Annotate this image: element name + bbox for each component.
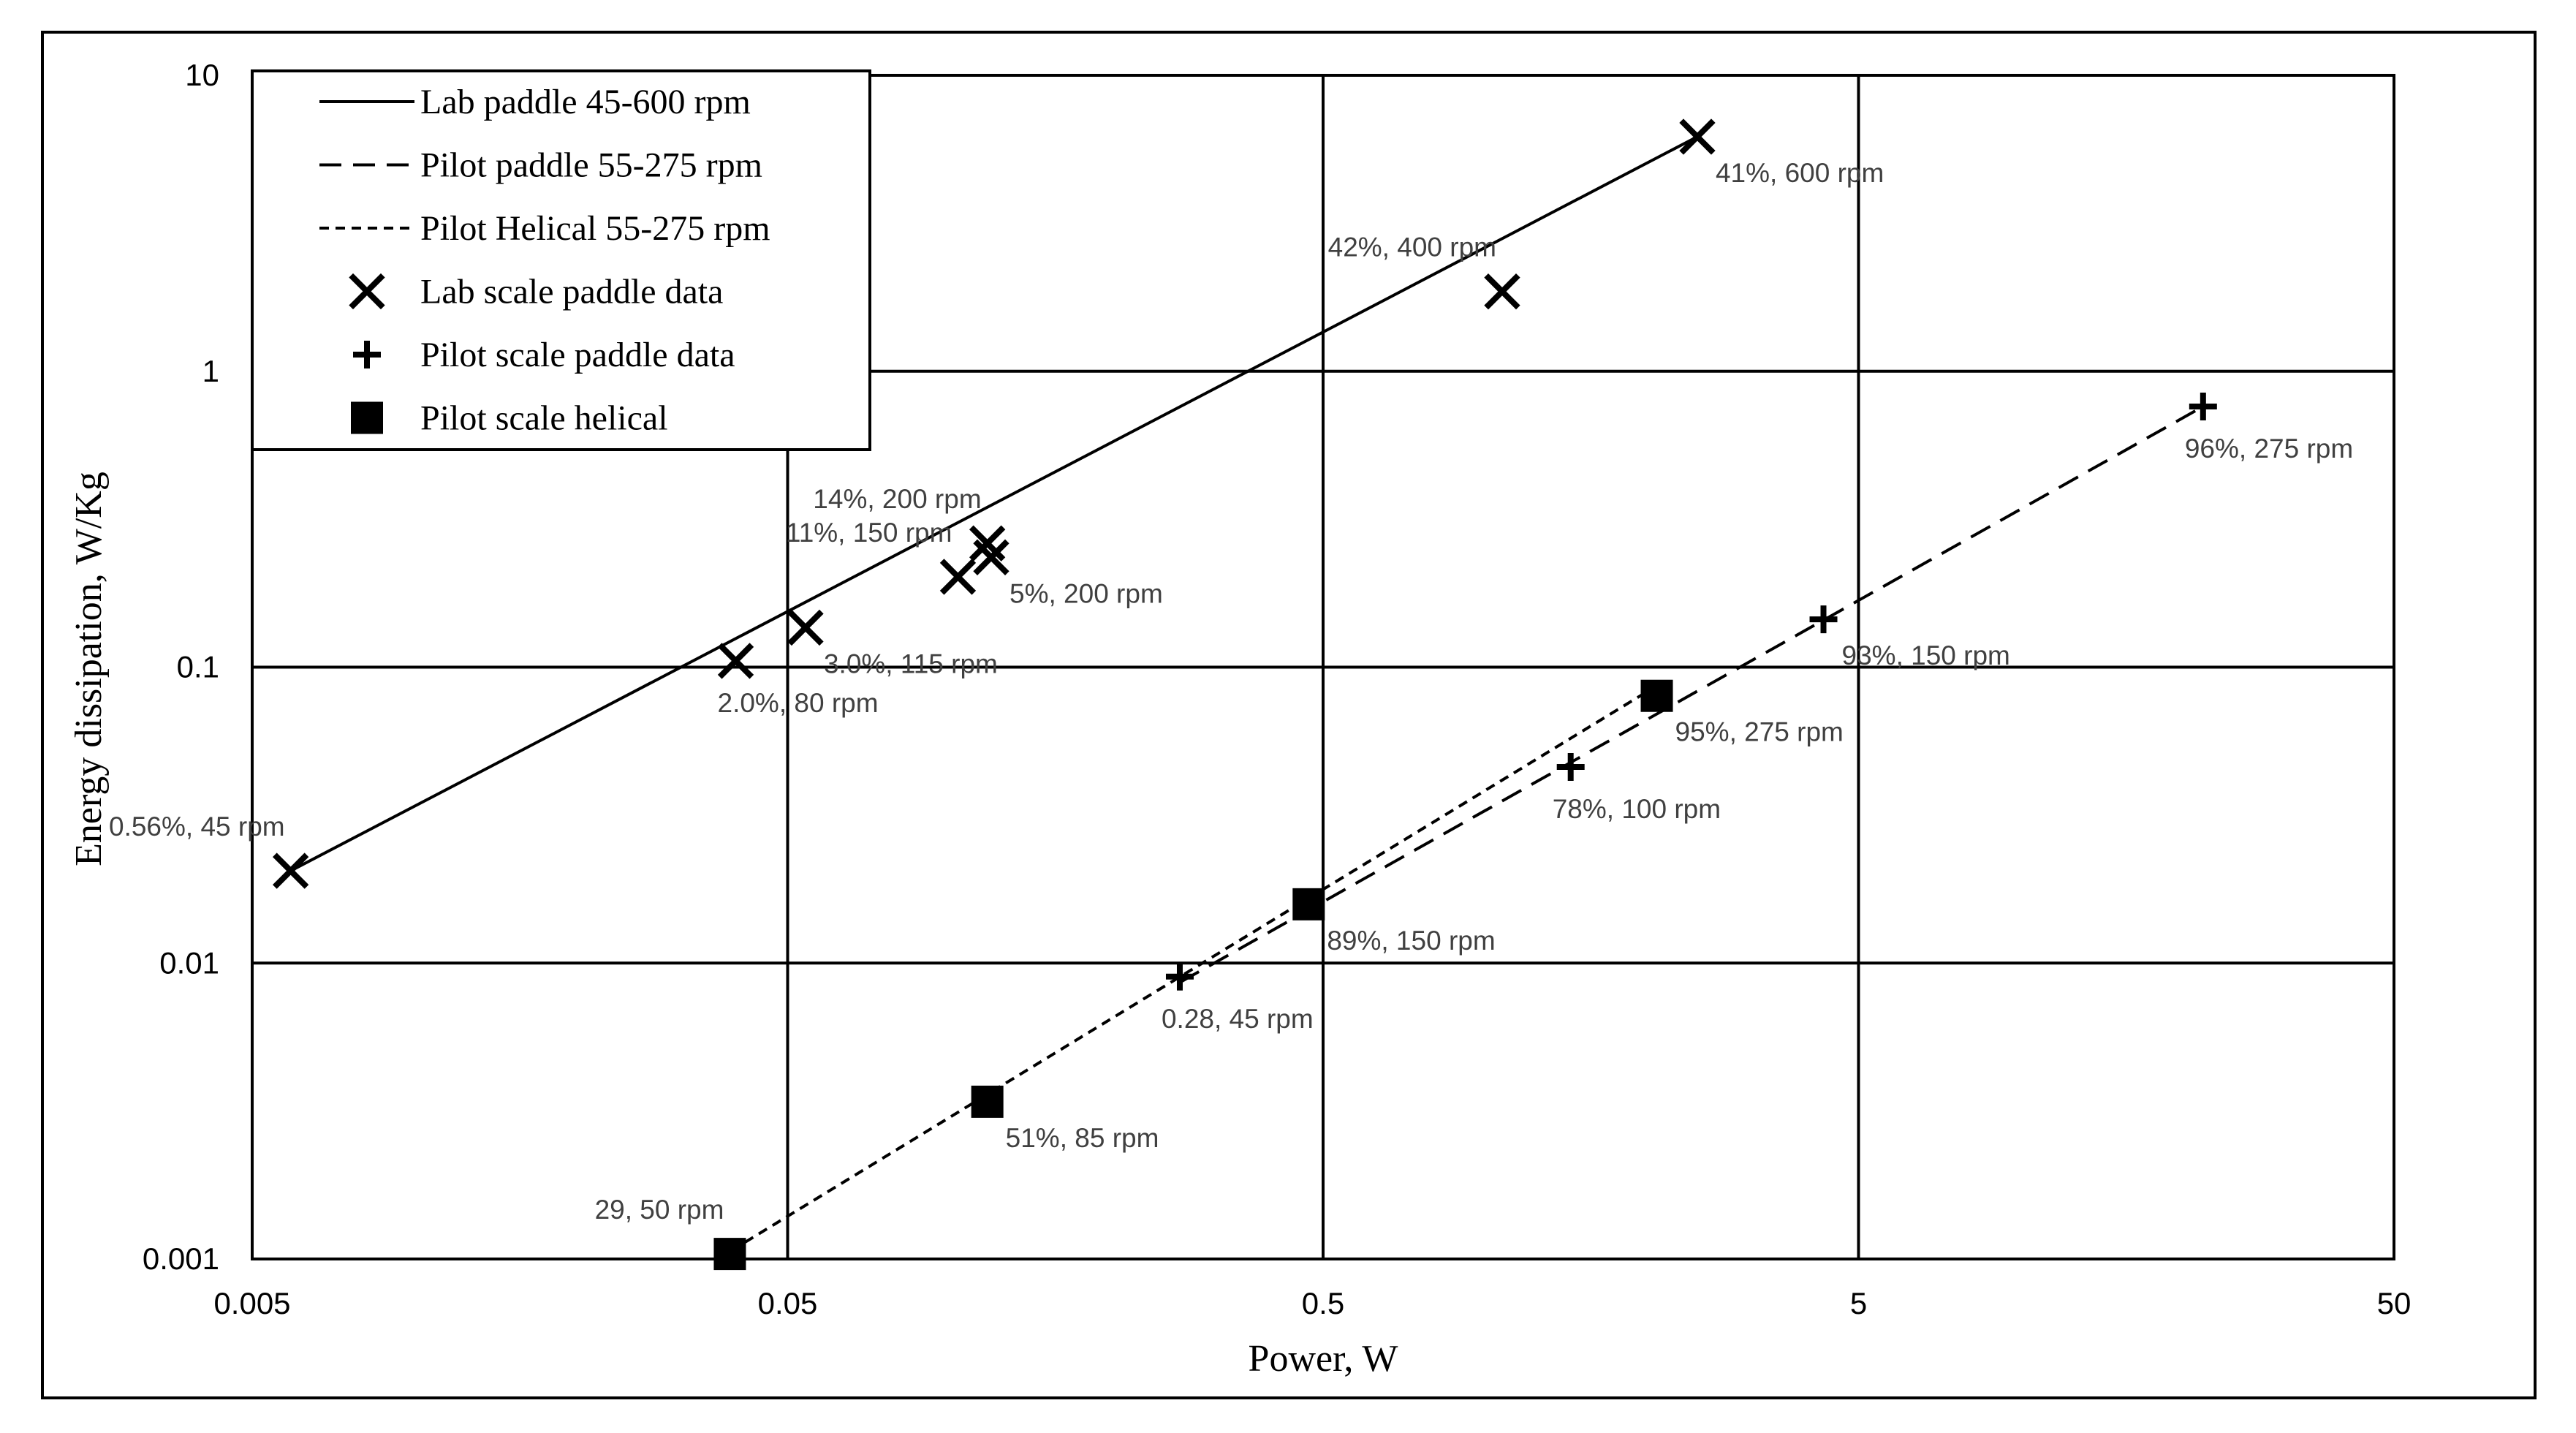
data-label-7: 41%, 600 rpm: [1716, 158, 1884, 188]
legend-symbol-4: [353, 341, 381, 368]
marker-x-0-7: [1679, 118, 1716, 155]
data-label-12: 29, 50 rpm: [595, 1195, 724, 1225]
legend-marker-5: [351, 401, 383, 434]
legend-marker-4: [353, 341, 381, 368]
legend-entry-0: Lab paddle 45-600 rpm: [420, 83, 751, 121]
data-label-2: 3.0%, 115 rpm: [824, 649, 998, 678]
marker-x-0-1: [717, 643, 754, 679]
marker-x-0-3: [939, 559, 977, 595]
marker-plus-1-3: [2189, 392, 2217, 420]
y-axis-label: Energy dissipation, W/Kg: [68, 472, 110, 866]
data-label-9: 78%, 100 rpm: [1553, 794, 1721, 824]
series-line-2: [716, 691, 1647, 1260]
legend-entry-2: Pilot Helical 55-275 rpm: [420, 209, 770, 248]
marker-square-2-0: [713, 1238, 746, 1271]
tick-label-layer: 0.005 0.05 0.5 5 50 0.001 0.01 0.1 1 10: [143, 58, 2411, 1320]
legend-entry-4: Pilot scale paddle data: [420, 336, 735, 374]
marker-x-0-2: [787, 609, 824, 646]
y-tick-label-3: 1: [202, 354, 219, 388]
legend-entry-1: Pilot paddle 55-275 rpm: [420, 146, 762, 185]
grid-layer: [251, 74, 2395, 1260]
data-label-1: 2.0%, 80 rpm: [718, 688, 879, 718]
marker-x-0-6: [1484, 273, 1520, 310]
marker-x-0-5: [969, 525, 1006, 562]
legend-symbol-5: [351, 401, 383, 434]
legend-box: [251, 69, 871, 451]
y-tick-label-1: 0.01: [159, 945, 219, 980]
y-tick-label-2: 0.1: [177, 650, 219, 684]
data-label-4: 5%, 200 rpm: [1009, 578, 1163, 608]
series-line-0: [289, 135, 1698, 872]
x-axis-label: Power, W: [1249, 1338, 1398, 1380]
x-tick-label-3: 5: [1850, 1286, 1867, 1320]
x-tick-label-4: 50: [2377, 1286, 2412, 1320]
data-label-13: 51%, 85 rpm: [1006, 1123, 1159, 1153]
marker-layer: [272, 118, 2217, 1271]
legend: Lab paddle 45-600 rpm Pilot paddle 55-275…: [251, 69, 871, 451]
x-tick-label-2: 0.5: [1302, 1286, 1344, 1320]
marker-plus-1-2: [1809, 605, 1838, 634]
y-tick-label-4: 10: [185, 58, 219, 92]
data-label-3: 11%, 150 rpm: [786, 518, 952, 548]
legend-symbol-3: [349, 273, 385, 310]
series-line-layer: [289, 135, 2204, 1260]
data-label-14: 89%, 150 rpm: [1327, 926, 1495, 956]
data-label-5: 14%, 200 rpm: [813, 484, 981, 514]
marker-plus-1-0: [1165, 962, 1194, 991]
data-label-11: 96%, 275 rpm: [2185, 434, 2353, 464]
marker-plus-1-1: [1556, 753, 1585, 781]
x-tick-label-1: 0.05: [758, 1286, 818, 1320]
data-label-15: 95%, 275 rpm: [1675, 717, 1844, 747]
legend-entry-5: Pilot scale helical: [420, 399, 668, 438]
marker-square-2-1: [971, 1085, 1004, 1118]
data-label-10: 93%, 150 rpm: [1842, 640, 2010, 670]
data-label-0: 0.56%, 45 rpm: [109, 812, 285, 842]
series-line-1: [1178, 405, 2204, 984]
plot-area-border: [251, 74, 2395, 1260]
marker-x-0-0: [272, 852, 309, 889]
outer-frame: [41, 31, 2537, 1399]
legend-marker-3: [349, 273, 385, 310]
data-label-8: 0.28, 45 rpm: [1162, 1004, 1314, 1034]
marker-square-2-2: [1292, 888, 1325, 920]
y-tick-label-0: 0.001: [143, 1241, 219, 1276]
data-label-6: 42%, 400 rpm: [1328, 232, 1496, 262]
marker-square-2-3: [1640, 679, 1673, 712]
legend-entry-3: Lab scale paddle data: [420, 273, 723, 311]
x-tick-label-0: 0.005: [213, 1286, 290, 1320]
